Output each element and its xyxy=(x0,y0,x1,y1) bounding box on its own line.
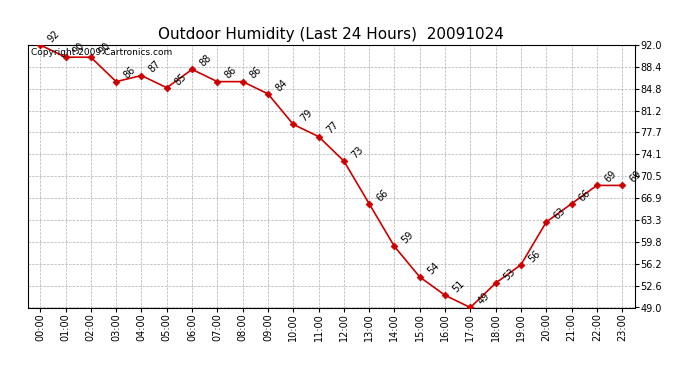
Text: 73: 73 xyxy=(349,144,365,160)
Text: 77: 77 xyxy=(324,120,340,136)
Text: 86: 86 xyxy=(248,65,264,81)
Text: 86: 86 xyxy=(121,65,137,81)
Text: 66: 66 xyxy=(577,187,593,203)
Text: 90: 90 xyxy=(71,41,87,56)
Text: 69: 69 xyxy=(602,169,618,184)
Text: 85: 85 xyxy=(172,71,188,87)
Text: 66: 66 xyxy=(375,187,391,203)
Text: 86: 86 xyxy=(223,65,239,81)
Text: 56: 56 xyxy=(526,248,542,264)
Text: 84: 84 xyxy=(273,77,289,93)
Text: 53: 53 xyxy=(501,267,517,282)
Text: 92: 92 xyxy=(46,28,61,44)
Text: 63: 63 xyxy=(552,206,568,221)
Text: 90: 90 xyxy=(97,41,112,56)
Text: Copyright 2009 Cartronics.com: Copyright 2009 Cartronics.com xyxy=(30,48,172,57)
Title: Outdoor Humidity (Last 24 Hours)  20091024: Outdoor Humidity (Last 24 Hours) 2009102… xyxy=(158,27,504,42)
Text: 51: 51 xyxy=(451,279,466,294)
Text: 87: 87 xyxy=(147,59,163,75)
Text: 69: 69 xyxy=(628,169,644,184)
Text: 59: 59 xyxy=(400,230,416,246)
Text: 54: 54 xyxy=(425,260,441,276)
Text: 79: 79 xyxy=(299,108,315,124)
Text: 49: 49 xyxy=(476,291,492,307)
Text: 88: 88 xyxy=(197,53,213,69)
